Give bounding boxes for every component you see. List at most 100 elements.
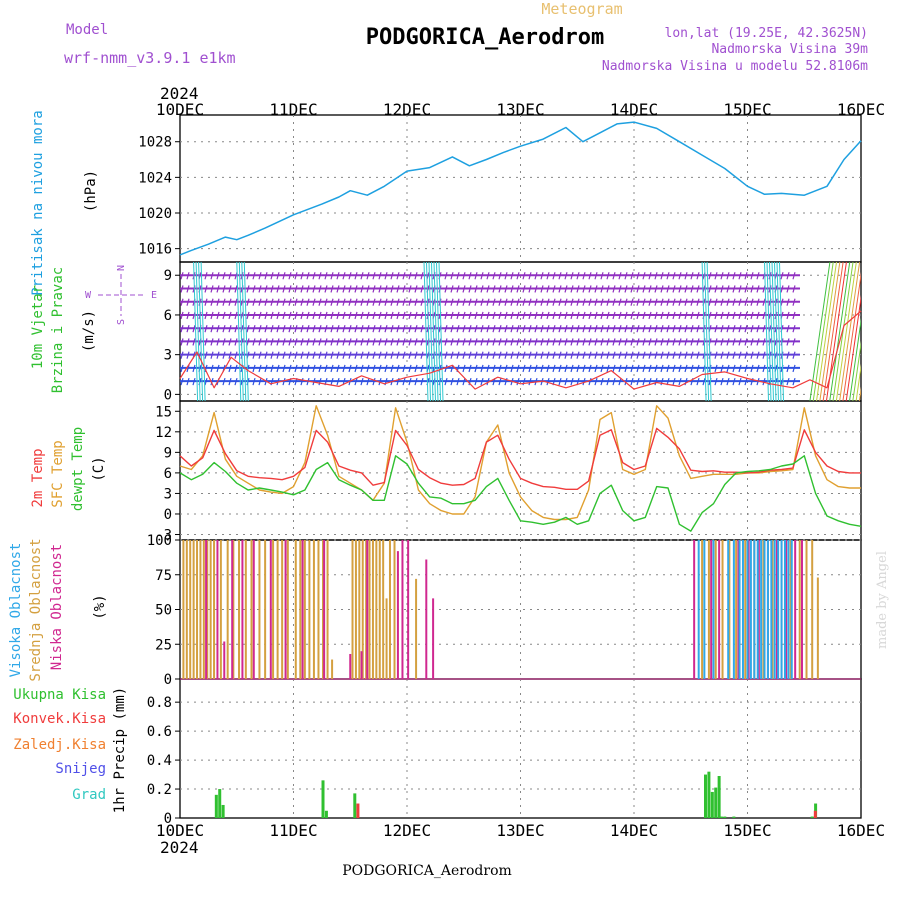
precip-total-bar — [717, 776, 721, 818]
wind-compass-rose: N S E W — [85, 265, 157, 325]
ytick-label: 0 — [164, 387, 172, 403]
wind-speed-line — [179, 310, 862, 390]
wind-barb-end — [849, 317, 861, 401]
year-bottom: 2024 — [160, 838, 199, 857]
precip-total-bar — [321, 780, 325, 818]
top-tick-label: 10DEC — [156, 100, 204, 119]
ytick-label: 25 — [155, 637, 172, 653]
ytick-label: 0 — [164, 672, 172, 688]
bottom-tick-label: 15DEC — [723, 821, 771, 840]
wind-barb-end — [863, 262, 883, 401]
cloud-units: (%) — [92, 594, 108, 619]
precip-total-bar — [719, 816, 723, 818]
precip-total-bar — [218, 789, 222, 818]
pressure-line — [179, 121, 862, 256]
ytick-label: 0.6 — [147, 724, 172, 740]
model-elevation-label: Nadmorska Visina u modelu 52.8106m — [602, 59, 868, 74]
wind-barb-end — [809, 262, 831, 401]
meteogram-label: Meteogram — [541, 0, 622, 18]
wind-barb-cluster — [423, 262, 444, 401]
bottom-tick-label: 11DEC — [269, 821, 317, 840]
compass-south-label: S — [116, 319, 127, 325]
ytick-label: 0.4 — [147, 753, 172, 769]
precip-total-bar — [214, 794, 218, 818]
wind-barb-ticks — [180, 325, 796, 333]
station-title: PODGORICA_Aerodrom — [366, 25, 604, 50]
wind-panel — [179, 262, 900, 401]
wind-barb-ticks — [180, 272, 796, 280]
wind-barb-end — [866, 262, 886, 401]
ytick-label: 1020 — [138, 206, 172, 222]
top-tick-label: 15DEC — [723, 100, 771, 119]
cloud-mid-ylabel: Srednja Oblacnost — [28, 538, 44, 681]
temp-units: (C) — [91, 456, 107, 481]
wind-barb-end — [822, 262, 844, 401]
ytick-label: 3 — [164, 348, 172, 364]
top-tick-label: 12DEC — [383, 100, 431, 119]
ytick-label: -3 — [155, 528, 172, 544]
dewpoint-ylabel: dewpt Temp — [70, 427, 86, 511]
top-time-axis: 10DEC 11DEC 12DEC 13DEC 14DEC 15DEC 16DEC — [156, 100, 885, 119]
coords-label: lon,lat (19.25E, 42.3625N) — [665, 26, 869, 41]
bottom-tick-label: 13DEC — [496, 821, 544, 840]
pressure-panel — [179, 121, 862, 256]
wind-barb-cluster — [701, 262, 712, 401]
precip-legend-total: Ukupna Kisa — [13, 687, 106, 703]
wind-barb-end — [852, 340, 861, 401]
compass-north-label: N — [116, 265, 127, 271]
ytick-label: 3 — [164, 486, 172, 502]
ytick-label: 50 — [155, 603, 172, 619]
wind-barb-ticks — [180, 298, 796, 306]
ytick-label: 100 — [147, 533, 172, 549]
cloud-panel — [180, 540, 861, 680]
dewpoint-line — [179, 455, 862, 532]
wind-barb-cluster — [193, 262, 206, 401]
wind-barb-end — [845, 294, 861, 401]
precip-legend-hail: Grad — [72, 787, 106, 803]
precip-legend-frozen: Zaledj.Kisa — [13, 737, 106, 753]
pressure-ylabel: Pritisak na nivou mora — [30, 110, 46, 295]
top-tick-label: 16DEC — [837, 100, 885, 119]
precip-total-bar — [714, 787, 718, 818]
elevation-label: Nadmorska Visina 39m — [711, 42, 868, 57]
wind-barb-end — [869, 262, 889, 401]
precip-legend-snow: Snijeg — [55, 761, 106, 777]
wind-barb-end — [819, 262, 841, 401]
bottom-tick-label: 12DEC — [383, 821, 431, 840]
ytick-label: 0 — [164, 811, 172, 827]
compass-east-label: E — [151, 290, 157, 301]
wind-barb-ticks — [180, 364, 796, 373]
sfc-temp-ylabel: SFC Temp — [50, 440, 66, 507]
ytick-label: 1028 — [138, 135, 172, 151]
ytick-label: 0 — [164, 507, 172, 523]
ytick-label: 9 — [164, 445, 172, 461]
precip-total-bar — [810, 816, 814, 818]
ytick-label: 0.8 — [147, 695, 172, 711]
precip-total-bar — [707, 771, 711, 818]
precip-panel — [180, 771, 861, 819]
ytick-label: 6 — [164, 466, 172, 482]
wind-barb-ticks — [180, 351, 796, 359]
cloud-high-ylabel: Visoka Oblacnost — [8, 543, 24, 678]
precip-total-bar — [814, 803, 818, 818]
wind-barb-end — [812, 262, 834, 401]
wind-barb-end — [892, 262, 900, 401]
bottom-tick-label: 16DEC — [837, 821, 885, 840]
wind-barb-end — [858, 386, 861, 401]
wind-barb-end — [855, 363, 861, 401]
precip-total-bar — [723, 816, 727, 818]
ytick-label: 6 — [164, 308, 172, 324]
wind-ylabel-line2: Brzina i Pravac — [50, 267, 66, 393]
y-axis-ticks: 10161020102410280369-3036912150255075100… — [138, 135, 180, 827]
precip-total-bar — [353, 793, 357, 818]
wind-barb-end — [832, 262, 854, 401]
wind-barb-end — [879, 262, 899, 401]
wind-barb-end — [889, 262, 900, 401]
wind-barb-end — [835, 262, 857, 401]
model-label: Model — [66, 22, 108, 38]
temperature-panel — [179, 405, 862, 532]
wind-barb-end — [873, 262, 893, 401]
wind-barb-end — [839, 262, 861, 401]
precip-total-bar — [704, 774, 708, 818]
